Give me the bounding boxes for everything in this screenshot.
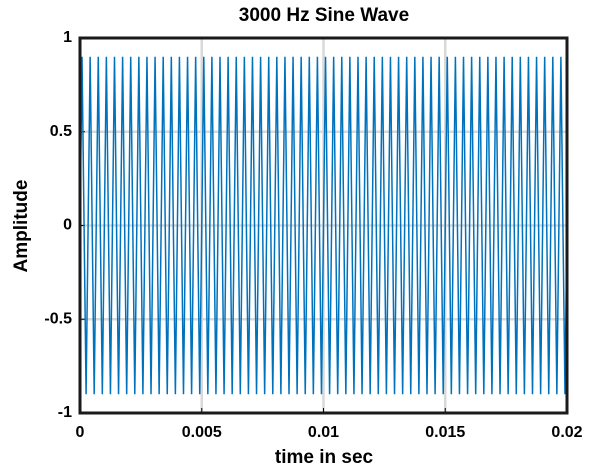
- x-tick-label: 0.015: [425, 424, 465, 441]
- x-tick-label: 0.005: [182, 424, 222, 441]
- chart-title: 3000 Hz Sine Wave: [239, 5, 409, 26]
- x-axis-label: time in sec: [275, 447, 374, 468]
- plot-frame: [78, 36, 569, 415]
- y-tick-label: 0.5: [50, 123, 72, 140]
- y-tick-label: -0.5: [44, 310, 72, 327]
- y-tick-label: 0: [63, 217, 72, 234]
- y-tick-label: 1: [63, 29, 72, 46]
- y-axis-label: Amplitude: [11, 180, 32, 273]
- data-line: [79, 56, 568, 395]
- x-tick-label: 0.02: [551, 424, 582, 441]
- x-tick-label: 0: [76, 424, 85, 441]
- x-tick-label: 0.01: [308, 424, 339, 441]
- y-tick-label: -1: [58, 404, 72, 421]
